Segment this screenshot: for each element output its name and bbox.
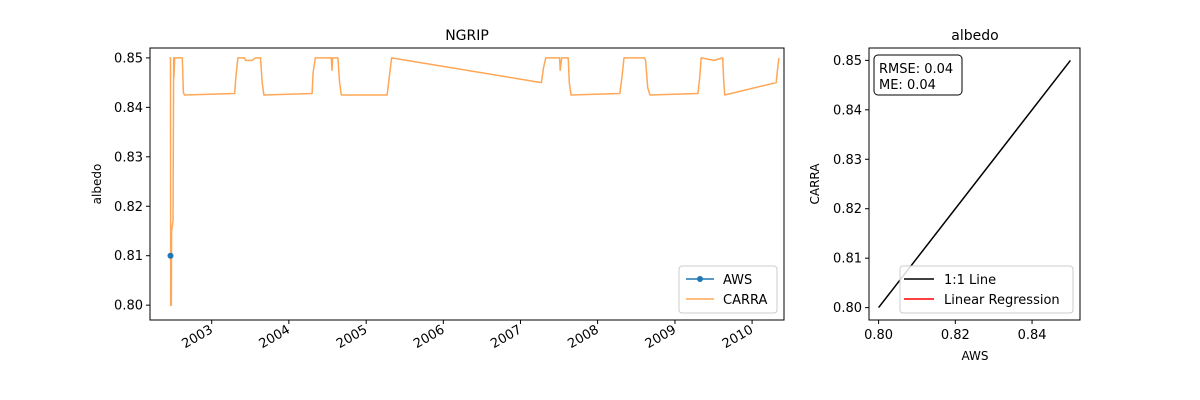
stats-box (873, 54, 963, 96)
y-tick-label: 0.81 (114, 249, 143, 264)
stats-me: ME: 0.04 (879, 78, 936, 93)
data-point-aws (167, 252, 174, 259)
x-tick-label: 0.84 (1018, 328, 1047, 343)
x-tick-label: 0.82 (941, 328, 970, 343)
comparison-title: albedo (951, 28, 998, 44)
timeseries-plot-area (167, 57, 780, 306)
stats-rmse: RMSE: 0.04 (879, 62, 953, 77)
comparison-x-ticks: 0.80 0.82 0.84 (864, 320, 1047, 343)
timeseries-axes-frame (149, 47, 785, 321)
timeseries-y-ticks: 0.80 0.81 0.82 0.83 0.84 0.85 (114, 51, 150, 314)
y-tick-label: 0.80 (114, 299, 143, 314)
comparison-legend: 1:1 Line Linear Regression (899, 265, 1074, 314)
series-line-carra (169, 57, 780, 306)
timeseries-ylabel: albedo (90, 164, 104, 205)
legend-box (678, 265, 778, 314)
y-tick-label: 0.83 (114, 150, 143, 165)
legend-label-regression: Linear Regression (944, 293, 1060, 308)
x-tick-label: 0.80 (864, 328, 893, 343)
y-tick-label: 0.80 (833, 301, 862, 316)
y-tick-label: 0.84 (114, 101, 143, 116)
legend-box (899, 265, 1074, 314)
y-tick-label: 0.81 (833, 252, 862, 267)
stats-annotation: RMSE: 0.04 ME: 0.04 (873, 54, 963, 96)
timeseries-legend: AWS CARRA (678, 265, 778, 314)
timeseries-title: NGRIP (445, 28, 489, 44)
y-tick-label: 0.82 (114, 200, 143, 215)
comparison-ylabel: CARRA (808, 163, 822, 205)
comparison-y-ticks: 0.80 0.81 0.82 0.83 0.84 0.85 (833, 54, 869, 316)
legend-label-carra: CARRA (723, 293, 768, 308)
legend-label-one-to-one: 1:1 Line (944, 273, 996, 288)
y-tick-label: 0.83 (833, 153, 862, 168)
legend-label-aws: AWS (723, 273, 752, 288)
comparison-xlabel: AWS (961, 349, 988, 363)
comparison-panel: albedo AWS CARRA 0.800.810.820.830.840.8… (808, 28, 1081, 363)
y-tick-label: 0.85 (114, 51, 143, 66)
legend-marker-aws (697, 276, 703, 282)
y-tick-label: 0.85 (833, 54, 862, 69)
comparison-axes-frame (868, 47, 1081, 321)
y-tick-label: 0.84 (833, 103, 862, 118)
y-tick-label: 0.82 (833, 202, 862, 217)
